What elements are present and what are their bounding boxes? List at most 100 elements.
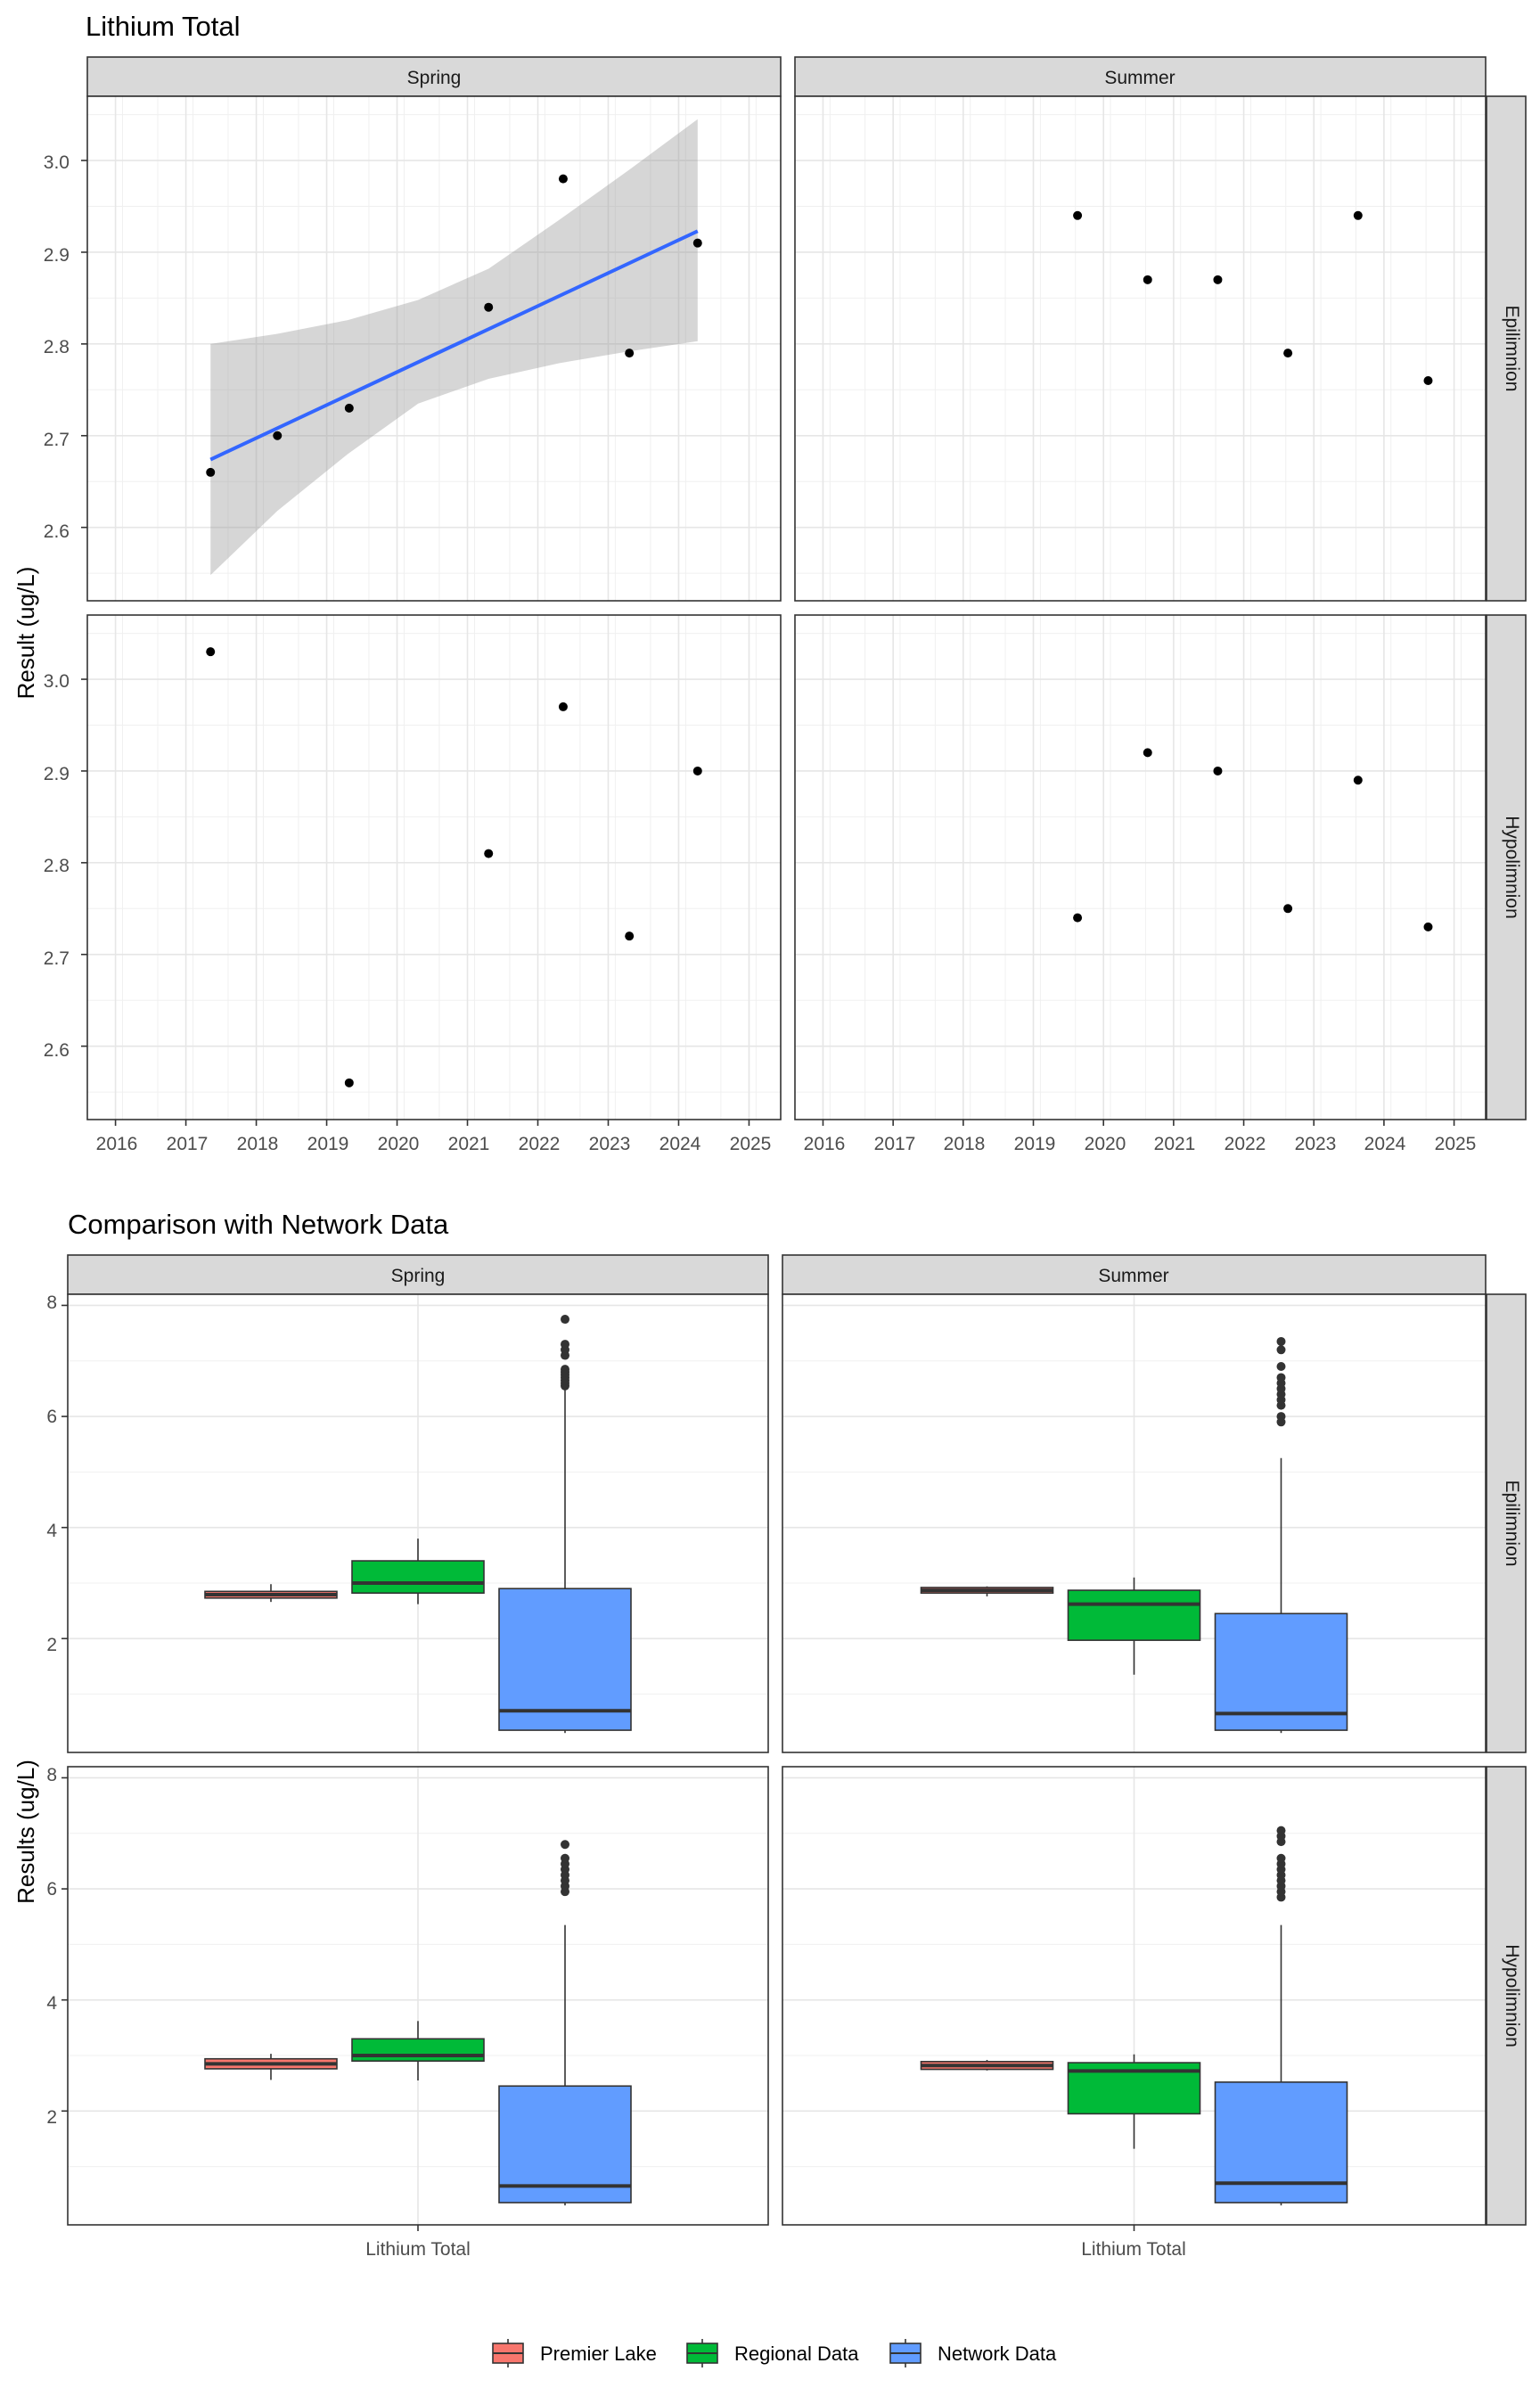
outlier-point — [1276, 1412, 1286, 1422]
x-tick-label: 2022 — [519, 1134, 561, 1154]
boxplot-regional-data — [351, 1539, 485, 1604]
outlier-point — [561, 1340, 569, 1350]
data-point — [1213, 275, 1223, 284]
y-tick-label: 2.8 — [44, 337, 70, 357]
x-tick-label: 2020 — [378, 1134, 420, 1154]
data-point — [1423, 922, 1433, 931]
strip-spring-label: Spring — [391, 1266, 446, 1286]
x-tick-label: 2021 — [1154, 1134, 1196, 1154]
x-tick-label: 2017 — [874, 1134, 916, 1154]
chart1-x-ticks-summer: 2016 2017 2018 2019 2020 2021 2022 2023 … — [804, 1134, 1477, 1154]
chart2-y-ticks-bottom: 2 4 6 8 — [46, 1765, 57, 2128]
data-point — [484, 302, 494, 312]
chart1-x-ticks-spring: 2016 2017 2018 2019 2020 2021 2022 2023 … — [96, 1134, 772, 1154]
data-point — [625, 931, 635, 941]
boxplot-network-data — [1214, 1336, 1348, 1734]
panel-background — [87, 615, 781, 1120]
chart1-panel-frames — [81, 95, 1487, 1126]
x-tick-label: 2020 — [1085, 1134, 1126, 1154]
y-tick-label: 2 — [46, 2107, 57, 2128]
x-tick-label: 2018 — [237, 1134, 279, 1154]
legend-label: Premier Lake — [540, 2343, 657, 2365]
y-tick-label: 4 — [46, 1521, 57, 1541]
x-tick-label: 2019 — [1014, 1134, 1056, 1154]
data-point — [558, 174, 568, 184]
data-point — [344, 403, 354, 413]
y-tick-label: 8 — [46, 1765, 57, 1785]
strip-spring — [86, 56, 782, 97]
panel-border — [782, 1293, 1487, 1753]
chart-comparison-network: Comparison with Network Data Results (ug… — [12, 1209, 1527, 2367]
boxplot-regional-data — [1067, 1577, 1201, 1675]
strip-epilimnion — [1486, 1293, 1527, 1753]
data-point — [558, 702, 568, 711]
y-tick-label: 2.8 — [44, 856, 70, 876]
x-tick-label: 2021 — [448, 1134, 490, 1154]
y-tick-label: 3.0 — [44, 152, 70, 173]
boxplot-premier-lake — [204, 1584, 338, 1603]
strip-epilimnion-label: Epilimnion — [1502, 306, 1522, 392]
y-tick-label: 2.6 — [44, 521, 70, 542]
box — [1214, 1612, 1348, 1731]
box — [1067, 1589, 1201, 1641]
panel-border — [794, 95, 1487, 602]
panel-border — [86, 95, 782, 602]
chart1-gridlines — [86, 96, 1486, 1120]
data-point — [692, 238, 702, 248]
chart2-y-axis-label: Results (ug/L) — [12, 1760, 39, 1904]
y-tick-label: 3.0 — [44, 671, 70, 692]
strip-summer-label: Summer — [1104, 68, 1175, 88]
strip-summer-label: Summer — [1098, 1266, 1168, 1286]
y-tick-label: 2.7 — [44, 948, 70, 969]
chart2-y-ticks-top: 2 4 6 8 — [46, 1292, 57, 1655]
boxplot-premier-lake — [920, 1586, 1054, 1596]
x-tick-label: 2016 — [96, 1134, 138, 1154]
outlier-point — [1276, 1373, 1286, 1383]
y-tick-label: 2.9 — [44, 764, 70, 784]
data-point — [206, 647, 216, 657]
box — [351, 2038, 485, 2063]
chart1-points — [206, 174, 1433, 1087]
panel-border — [794, 614, 1487, 1120]
panel-background — [795, 96, 1486, 601]
x-category-label: Lithium Total — [1081, 2239, 1186, 2260]
x-tick-label: 2025 — [1435, 1134, 1477, 1154]
x-tick-label: 2022 — [1225, 1134, 1266, 1154]
boxplot-network-data — [498, 1840, 632, 2206]
outlier-point — [561, 1315, 569, 1325]
box — [498, 1588, 632, 1731]
x-tick-label: 2023 — [1295, 1134, 1337, 1154]
outlier-point — [1276, 1853, 1286, 1863]
outlier-point — [561, 1853, 569, 1863]
y-tick-label: 6 — [46, 1879, 57, 1900]
x-tick-label: 2016 — [804, 1134, 846, 1154]
legend-item-premier-lake: Premier Lake — [492, 2339, 657, 2367]
boxplot-network-data — [1214, 1826, 1348, 2206]
strip-hypolimnion — [1486, 614, 1527, 1120]
boxplot-premier-lake — [920, 2059, 1054, 2071]
y-tick-label: 2 — [46, 1635, 57, 1655]
x-tick-label: 2023 — [589, 1134, 631, 1154]
y-tick-label: 6 — [46, 1407, 57, 1427]
y-tick-label: 2.7 — [44, 430, 70, 450]
legend: Premier Lake Regional Data Network Data — [492, 2339, 1057, 2367]
chart1-trend-line — [209, 229, 699, 462]
panel-border — [86, 614, 782, 1120]
box — [351, 1560, 485, 1594]
outlier-point — [561, 1840, 569, 1850]
x-tick-label: 2017 — [167, 1134, 209, 1154]
data-point — [273, 431, 283, 440]
data-point — [344, 1078, 354, 1087]
outlier-point — [561, 1365, 569, 1374]
boxplot-network-data — [498, 1315, 632, 1734]
boxplot-regional-data — [351, 2021, 485, 2081]
data-point — [1073, 210, 1083, 220]
outlier-point — [1276, 1826, 1286, 1835]
outlier-point — [1276, 1361, 1286, 1371]
boxplot-premier-lake — [204, 2054, 338, 2080]
strip-hypolimnion — [1486, 1766, 1527, 2226]
x-tick-label: 2024 — [1364, 1134, 1406, 1154]
outlier-point — [1276, 1345, 1286, 1355]
data-point — [1283, 904, 1293, 914]
